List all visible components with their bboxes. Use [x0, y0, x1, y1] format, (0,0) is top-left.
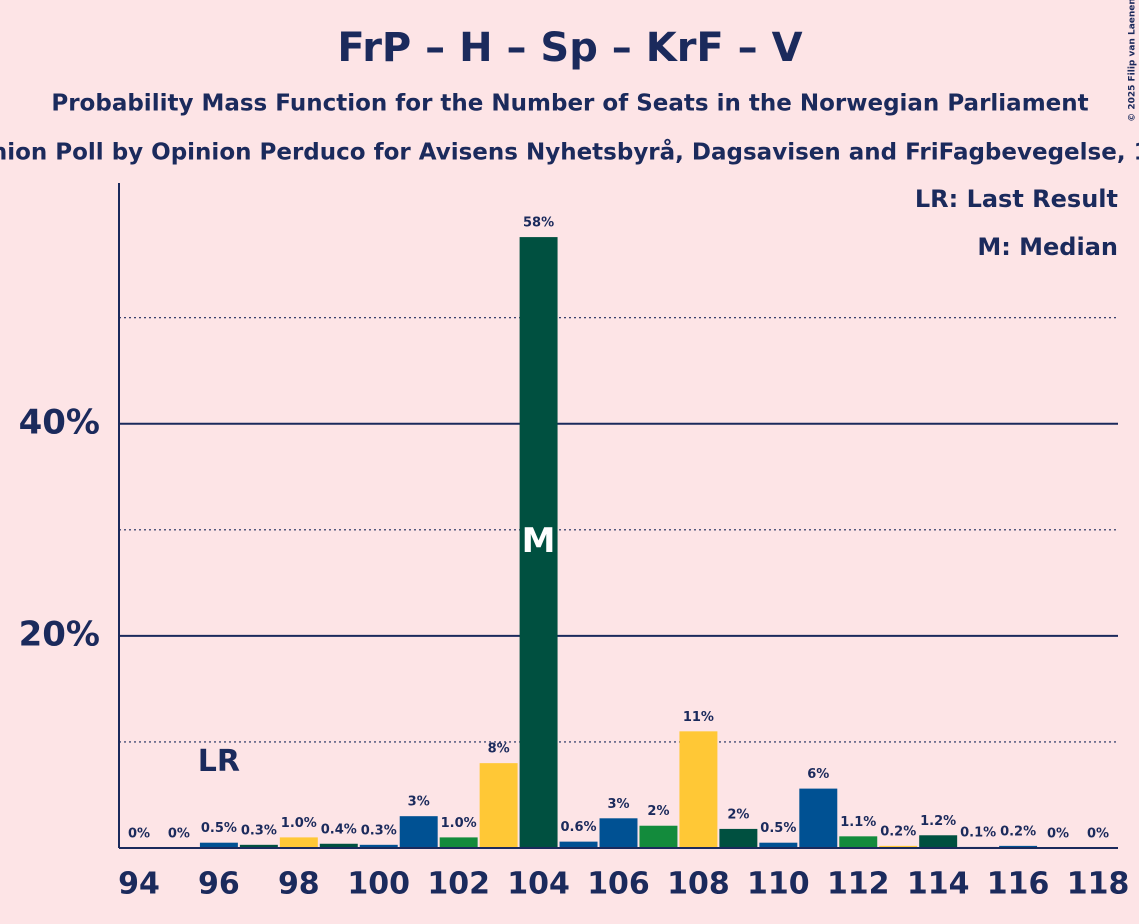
- value-label: 0%: [168, 827, 190, 842]
- x-tick-label: 114: [907, 867, 970, 902]
- x-tick-label: 94: [118, 867, 160, 902]
- value-label: 0.4%: [321, 822, 357, 837]
- value-label: 2%: [727, 807, 749, 822]
- bar: [199, 842, 238, 848]
- chart-subtitle: Opinion Poll by Opinion Perduco for Avis…: [0, 139, 1139, 166]
- bar: [999, 845, 1038, 848]
- value-label: 1.0%: [441, 816, 477, 831]
- bar: [559, 841, 598, 848]
- value-label: 58%: [523, 216, 554, 231]
- x-tick-label: 108: [667, 867, 730, 902]
- legend-entry: LR: Last Result: [915, 185, 1118, 213]
- bar: [799, 788, 838, 848]
- value-label: 11%: [683, 710, 714, 725]
- x-tick-label: 100: [347, 867, 410, 902]
- x-tick-label: 106: [587, 867, 650, 902]
- value-label: 0.5%: [760, 821, 796, 836]
- bar: [679, 731, 718, 848]
- x-tick-label: 96: [198, 867, 240, 902]
- value-label: 0.2%: [880, 824, 916, 839]
- copyright: © 2025 Filip van Laenen: [1128, 0, 1138, 122]
- median-label: M: [522, 521, 556, 561]
- chart-title: FrP – H – Sp – KrF – V: [337, 25, 802, 71]
- value-label: 0.2%: [1000, 824, 1036, 839]
- bar: [279, 837, 318, 848]
- x-tick-label: 112: [827, 867, 890, 902]
- value-label: 8%: [488, 742, 510, 757]
- value-label: 0.3%: [361, 823, 397, 838]
- x-tick-label: 116: [987, 867, 1050, 902]
- x-tick-label: 118: [1067, 867, 1130, 902]
- value-label: 0%: [1087, 827, 1109, 842]
- last-result-label: LR: [198, 744, 240, 779]
- bar: [359, 844, 398, 848]
- bar: [599, 818, 638, 848]
- bar: [319, 843, 358, 848]
- value-label: 0%: [1047, 827, 1069, 842]
- x-tick-label: 98: [278, 867, 320, 902]
- value-label: 0.1%: [960, 825, 996, 840]
- value-label: 6%: [807, 767, 829, 782]
- y-tick-label: 40%: [19, 402, 100, 442]
- x-tick-label: 102: [427, 867, 490, 902]
- chart-subtitle: Probability Mass Function for the Number…: [51, 91, 1088, 117]
- bar: [519, 237, 558, 848]
- value-label: 3%: [607, 797, 629, 812]
- value-label: 1.1%: [840, 815, 876, 830]
- bar: [839, 836, 878, 848]
- y-tick-label: 20%: [19, 614, 100, 654]
- bar: [919, 835, 958, 848]
- bar: [439, 837, 478, 848]
- bar: [479, 763, 518, 848]
- x-tick-label: 104: [507, 867, 570, 902]
- value-label: 0.3%: [241, 823, 277, 838]
- value-label: 0%: [128, 827, 150, 842]
- value-label: 2%: [647, 804, 669, 819]
- x-tick-label: 110: [747, 867, 810, 902]
- bar: [879, 845, 918, 848]
- bar: [759, 842, 798, 848]
- value-label: 1.0%: [281, 816, 317, 831]
- bar: [639, 825, 678, 848]
- legend-entry: M: Median: [977, 233, 1118, 261]
- bar: [399, 816, 438, 848]
- value-label: 0.6%: [561, 820, 597, 835]
- bar: [239, 844, 278, 848]
- value-label: 0.5%: [201, 821, 237, 836]
- bar: [719, 828, 758, 848]
- value-label: 3%: [408, 795, 430, 810]
- value-label: 1.2%: [920, 814, 956, 829]
